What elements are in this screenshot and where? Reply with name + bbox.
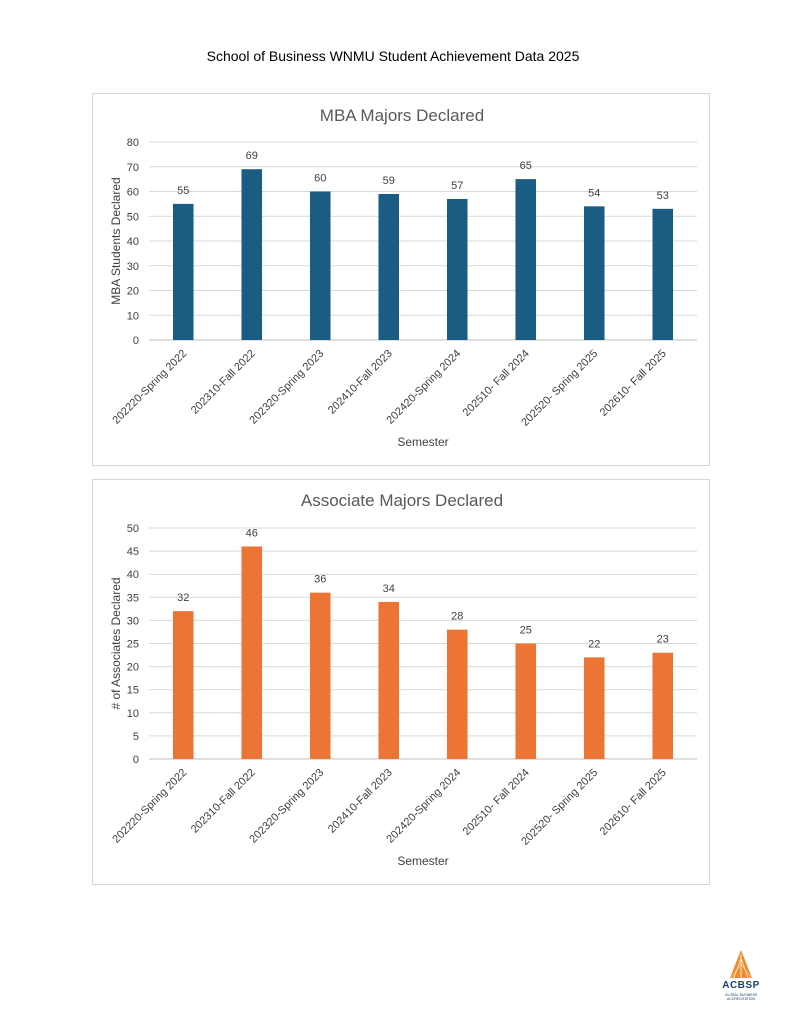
y-tick-label: 15 <box>127 685 139 697</box>
bar <box>446 198 468 340</box>
x-tick-label: 202520- Spring 2025 <box>519 767 600 848</box>
x-axis-title: Semester <box>397 854 448 868</box>
y-tick-label: 30 <box>127 261 139 273</box>
x-tick-label: 202420-Spring 2024 <box>384 767 463 846</box>
y-tick-label: 50 <box>127 211 139 223</box>
bar <box>241 546 263 759</box>
bar <box>515 179 537 340</box>
data-label: 60 <box>314 173 326 185</box>
associate-chart-svg: Associate Majors Declared 0 5 10 15 20 25 30 35 4… <box>109 491 697 868</box>
bar <box>652 208 674 340</box>
associate-majors-chart: Associate Majors Declared 0 5 10 15 20 25 30 35 4… <box>92 479 710 885</box>
acbsp-logo: ACBSP GLOBAL BUSINESS ACCREDITATION <box>716 948 766 1008</box>
data-label: 46 <box>246 527 258 539</box>
chart-title: MBA Majors Declared <box>320 106 484 125</box>
bar <box>583 657 605 759</box>
y-tick-label: 50 <box>127 523 139 535</box>
data-label: 28 <box>451 611 463 623</box>
data-label: 65 <box>520 160 532 172</box>
data-label: 23 <box>657 634 669 646</box>
x-tick-label: 202320-Spring 2023 <box>247 348 326 427</box>
y-tick-label: 0 <box>133 335 139 347</box>
x-tick-label: 202320-Spring 2023 <box>247 767 326 846</box>
logo-name: ACBSP <box>722 980 760 991</box>
x-tick-label: 202410-Fall 2023 <box>326 348 395 417</box>
y-tick-label: 60 <box>127 187 139 199</box>
bar <box>652 652 674 759</box>
x-tick-label: 202220-Spring 2022 <box>110 767 189 846</box>
y-tick-label: 70 <box>127 162 139 174</box>
data-label: 59 <box>383 175 395 187</box>
acbsp-logo-icon <box>730 950 752 979</box>
x-tick-label: 202420-Spring 2024 <box>384 348 463 427</box>
x-tick-label: 202510- Fall 2024 <box>461 348 532 419</box>
y-tick-label: 20 <box>127 662 139 674</box>
y-tick-label: 0 <box>133 754 139 766</box>
y-axis-title: # of Associates Declared <box>109 577 123 709</box>
x-axis-title: Semester <box>397 435 448 449</box>
x-tick-label: 202220-Spring 2022 <box>110 348 189 427</box>
y-tick-label: 10 <box>127 310 139 322</box>
data-label: 22 <box>588 638 600 650</box>
y-tick-label: 45 <box>127 546 139 558</box>
bar <box>241 169 263 340</box>
bar <box>309 592 331 759</box>
y-tick-label: 20 <box>127 286 139 298</box>
mba-majors-chart: MBA Majors Declared 0 10 20 30 40 50 60 70 80 55 20… <box>92 93 710 466</box>
logo-subtitle: GLOBAL BUSINESS ACCREDITATION <box>716 993 766 1001</box>
bar <box>172 611 194 759</box>
x-tick-label: 202610- Fall 2025 <box>598 348 669 419</box>
y-tick-label: 35 <box>127 592 139 604</box>
page-title: School of Business WNMU Student Achievem… <box>206 48 580 64</box>
mba-chart-svg: MBA Majors Declared 0 10 20 30 40 50 60 70 80 55 20… <box>109 106 697 449</box>
bar <box>378 601 400 759</box>
data-label: 25 <box>520 625 532 637</box>
bar <box>446 629 468 759</box>
logo-subtitle-line1: GLOBAL BUSINESS <box>724 993 758 997</box>
data-label: 57 <box>451 180 463 192</box>
y-tick-label: 10 <box>127 708 139 720</box>
data-label: 55 <box>177 185 189 197</box>
x-tick-label: 202310-Fall 2022 <box>189 348 258 417</box>
y-tick-label: 5 <box>133 731 139 743</box>
data-label: 36 <box>314 574 326 586</box>
bar <box>172 203 194 340</box>
y-tick-label: 80 <box>127 137 139 149</box>
x-tick-label: 202520- Spring 2025 <box>519 348 600 429</box>
data-label: 32 <box>177 592 189 604</box>
x-tick-label: 202310-Fall 2022 <box>189 767 258 836</box>
y-tick-label: 40 <box>127 569 139 581</box>
data-label: 54 <box>588 187 600 199</box>
bar <box>515 643 537 759</box>
bar <box>378 193 400 340</box>
y-tick-label: 25 <box>127 639 139 651</box>
data-label: 69 <box>246 150 258 162</box>
bar <box>309 191 331 340</box>
logo-subtitle-line2: ACCREDITATION <box>726 997 756 1001</box>
x-tick-label: 202610- Fall 2025 <box>598 767 669 838</box>
chart-title: Associate Majors Declared <box>301 491 503 510</box>
y-tick-label: 40 <box>127 236 139 248</box>
data-label: 34 <box>383 583 395 595</box>
bar <box>583 206 605 340</box>
y-tick-label: 30 <box>127 615 139 627</box>
data-label: 53 <box>657 190 669 202</box>
y-axis-title: MBA Students Declared <box>109 177 123 304</box>
x-tick-label: 202410-Fall 2023 <box>326 767 395 836</box>
x-tick-label: 202510- Fall 2024 <box>461 767 532 838</box>
